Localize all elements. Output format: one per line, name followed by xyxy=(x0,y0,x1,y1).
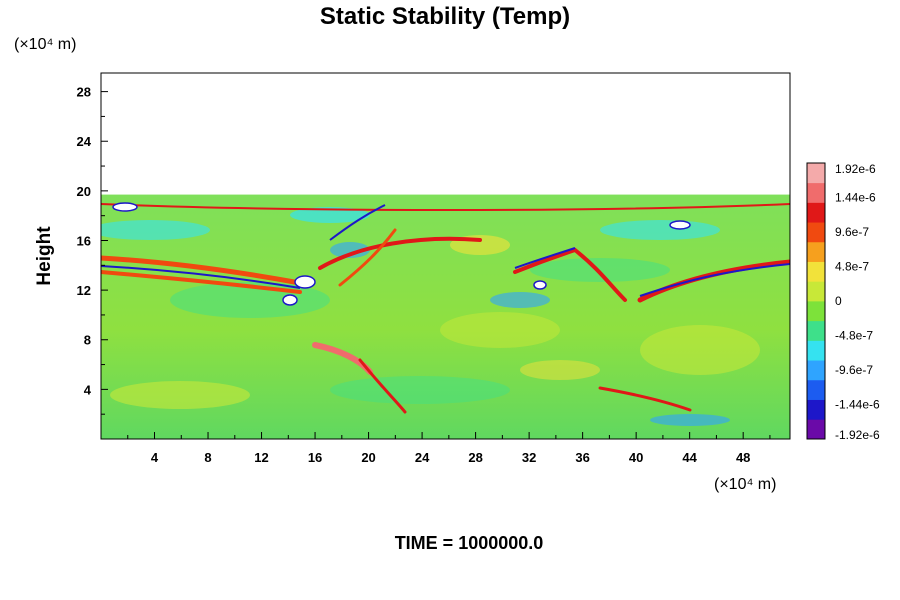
x-tick-label: 16 xyxy=(308,450,322,465)
field-band xyxy=(598,386,692,412)
x-tick-label: 12 xyxy=(254,450,268,465)
colorbar-swatch xyxy=(807,261,825,282)
field-patch xyxy=(520,360,600,380)
field-band xyxy=(101,203,790,211)
stability-field xyxy=(101,194,790,439)
y-axis-unit: (×10⁴ m) xyxy=(14,36,76,53)
colorbar-swatch xyxy=(807,202,825,223)
colorbar-swatch xyxy=(807,241,825,262)
x-tick-label: 28 xyxy=(468,450,482,465)
y-tick-label: 28 xyxy=(77,85,91,100)
x-tick-label: 32 xyxy=(522,450,536,465)
colorbar: 1.92e-6 1.44e-6 9.6e-7 4.8e-7 0 -4.8e-7 -9.6e-… xyxy=(806,162,880,442)
colorbar-tick-label: 0 xyxy=(835,294,842,308)
field-patch xyxy=(440,312,560,348)
x-tick-label: 36 xyxy=(575,450,589,465)
colorbar-tick-label: 9.6e-7 xyxy=(835,225,869,239)
field-patch xyxy=(330,376,510,404)
colorbar-tick-label: -4.8e-7 xyxy=(835,329,873,343)
field-band xyxy=(318,236,482,270)
field-band xyxy=(101,270,302,294)
colorbar-swatch xyxy=(807,399,825,420)
field-patch xyxy=(330,242,370,258)
field-patch xyxy=(290,207,370,223)
field-patch xyxy=(490,292,550,308)
field-saturated-patch xyxy=(282,294,298,306)
field-band xyxy=(329,204,386,241)
x-tick-label: 8 xyxy=(204,450,211,465)
field-patch xyxy=(101,220,210,240)
field-band xyxy=(513,247,627,302)
colorbar-swatch xyxy=(807,340,825,361)
colorbar-swatch xyxy=(807,379,825,400)
colorbar-tick-label: -9.6e-7 xyxy=(835,363,873,377)
field-band xyxy=(514,247,576,269)
colorbar-tick-label: -1.92e-6 xyxy=(835,428,880,442)
field-saturated-patch xyxy=(112,202,138,212)
y-tick-label: 24 xyxy=(77,134,92,149)
x-tick-label: 24 xyxy=(415,450,430,465)
colorbar-swatch xyxy=(807,222,825,243)
colorbar-swatch xyxy=(807,419,825,440)
x-tick-label: 40 xyxy=(629,450,643,465)
colorbar-tick-label: 1.44e-6 xyxy=(835,191,876,205)
y-tick-label: 4 xyxy=(84,382,92,397)
plot-frame xyxy=(100,72,791,440)
field-patch xyxy=(110,381,250,409)
x-tick-label: 4 xyxy=(151,450,159,465)
field-patch xyxy=(600,220,720,240)
x-axis-unit: (×10⁴ m) xyxy=(714,476,776,493)
time-label: TIME = 1000000.0 xyxy=(395,533,544,553)
colorbar-frame xyxy=(806,162,826,440)
x-tick-label: 48 xyxy=(736,450,750,465)
y-tick-label: 12 xyxy=(77,283,91,298)
colorbar-swatch xyxy=(807,163,825,184)
field-saturated-patch xyxy=(294,275,316,289)
colorbar-tick-label: -1.44e-6 xyxy=(835,398,880,412)
y-tick-label: 20 xyxy=(77,184,91,199)
field-band xyxy=(101,265,301,289)
chart-title: Static Stability (Temp) xyxy=(320,3,570,30)
field-saturated-patch xyxy=(533,280,547,290)
x-tick-label: 20 xyxy=(361,450,375,465)
colorbar-swatch xyxy=(807,281,825,302)
y-axis: 4 8 12 16 20 24 28 xyxy=(77,85,108,415)
colorbar-swatch xyxy=(807,301,825,322)
colorbar-swatch xyxy=(807,182,825,203)
field-band xyxy=(358,358,407,414)
x-tick-label: 44 xyxy=(682,450,697,465)
field-patch xyxy=(530,258,670,282)
field-band xyxy=(101,255,303,286)
field-saturated-patch xyxy=(669,220,691,230)
field-band xyxy=(338,228,397,287)
colorbar-swatch xyxy=(807,320,825,341)
colorbar-tick-label: 1.92e-6 xyxy=(835,162,876,176)
y-tick-label: 8 xyxy=(84,333,91,348)
field-band xyxy=(639,263,790,297)
x-axis: 4 8 12 16 20 24 28 32 36 40 44 48 xyxy=(127,432,771,465)
y-axis-label: Height xyxy=(34,226,55,286)
y-tick-label: 16 xyxy=(77,233,91,248)
field-patch xyxy=(640,325,760,375)
colorbar-swatch xyxy=(807,360,825,381)
colorbar-tick-label: 4.8e-7 xyxy=(835,260,869,274)
field-patch xyxy=(650,414,730,426)
